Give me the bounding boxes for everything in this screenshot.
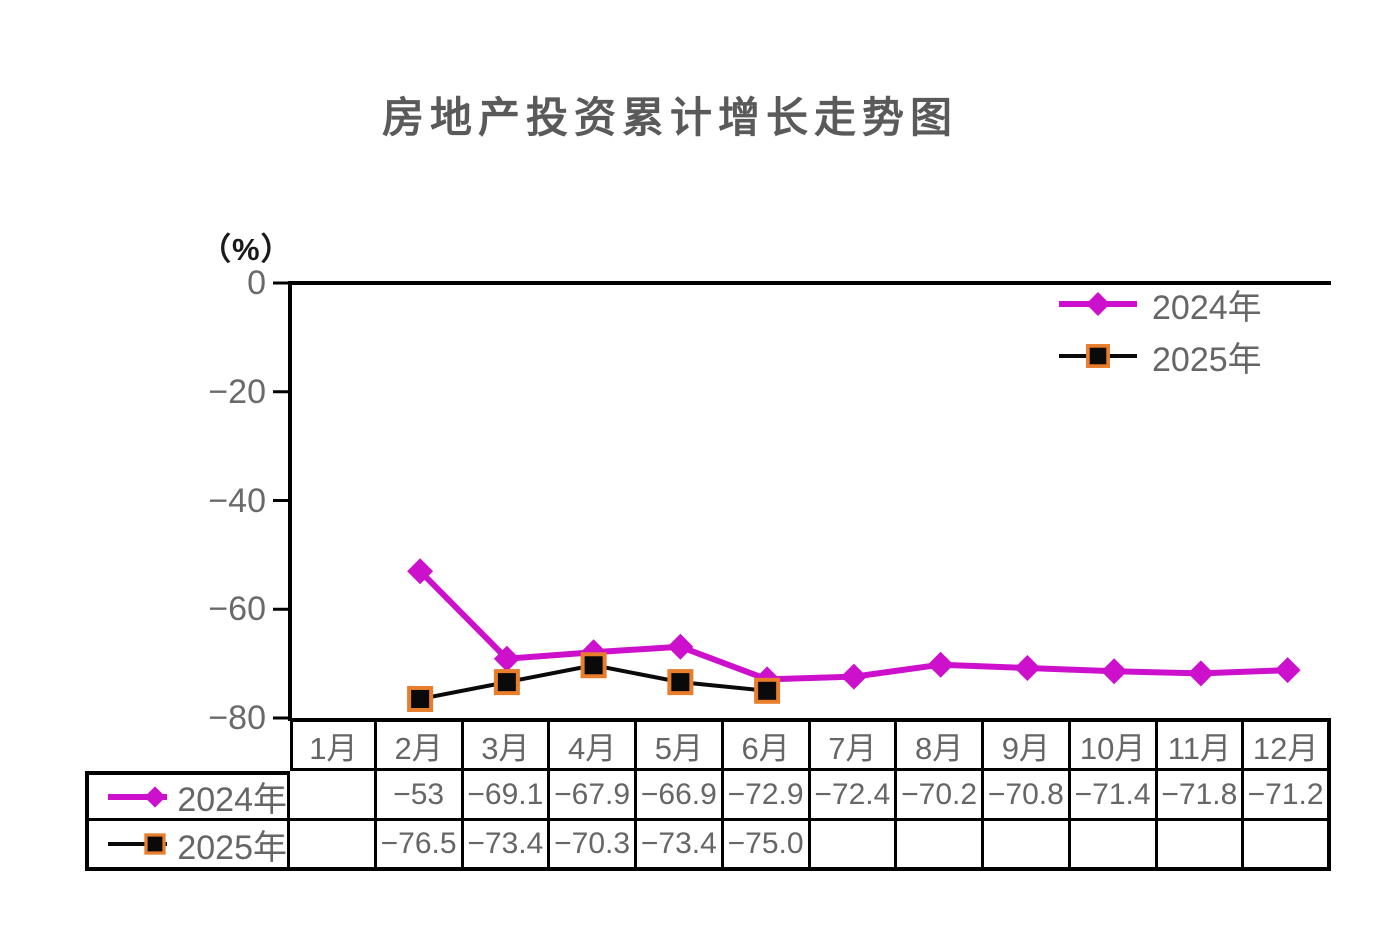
value-cell [1157,821,1245,871]
square-marker [144,833,166,855]
month-header-cell: 12月 [1244,718,1331,771]
value-cell: −69.1 [463,771,551,821]
value-cell [290,771,377,821]
diamond-marker [754,666,781,693]
series-line-2024年 [417,569,1288,683]
series-label-cell: 2024年 [85,771,290,821]
month-header-cell: 4月 [550,718,637,771]
value-cell: −71.4 [1070,771,1158,821]
series-name: 2025年 [177,828,287,867]
y-tick-label: 0 [247,264,266,302]
series-line-2025年 [419,663,768,701]
legend-key-2025年 [108,833,168,855]
square-marker [407,685,434,712]
value-cell: −73.4 [637,821,724,871]
square-marker [754,677,781,704]
value-cell: −66.9 [637,771,724,821]
legend-item-2024年: 2024年 [1056,278,1262,330]
table-corner-spacer [85,718,290,771]
month-header-cell: 6月 [723,718,811,771]
value-cell: −53 [376,771,464,821]
legend-key-2024年 [1059,292,1137,316]
diamond-marker [493,645,520,672]
value-cell [810,821,898,871]
legend-key-2024年 [108,785,168,808]
value-cell [1070,821,1158,871]
diamond-marker [1274,657,1301,684]
value-cell: −72.9 [723,771,811,821]
value-cell: −67.9 [550,771,637,821]
square-marker [493,669,520,696]
y-tick-label: −20 [208,372,266,411]
diamond-marker [1014,654,1041,681]
diamond-marker [580,639,607,666]
value-cell: −70.8 [984,771,1071,821]
diamond-marker [1187,660,1214,687]
diamond-marker [927,651,954,678]
value-cell: −75.0 [723,821,811,871]
month-header-cell: 10月 [1070,718,1158,771]
diamond-marker [1101,658,1128,685]
value-cell [290,821,377,871]
square-marker [580,652,607,679]
month-header-cell: 3月 [463,718,551,771]
y-tick-label: −40 [208,481,266,520]
legend-item-2025年: 2025年 [1056,330,1262,382]
value-cell: −71.2 [1244,771,1331,821]
month-header-cell: 7月 [810,718,898,771]
diamond-marker [1086,292,1110,316]
month-header-cell: 11月 [1157,718,1245,771]
month-header-cell: 1月 [290,718,377,771]
y-tick-label: −80 [208,699,266,737]
value-cell [1244,821,1331,871]
legend-label: 2024年 [1152,288,1262,327]
chart-data-table: 1月 2月 3月 4月 5月 6月 7月 8月 9月 10月 11月 12月 2024年 −53 −69.1… [85,718,1331,871]
series-name: 2024年 [177,781,287,819]
value-cell: −71.8 [1157,771,1245,821]
value-cell [897,821,984,871]
month-header-cell: 5月 [637,718,724,771]
y-tick-label: −60 [208,590,266,629]
legend-key-2025年 [1059,344,1137,368]
month-header-cell: 2月 [376,718,464,771]
month-header-cell: 9月 [984,718,1071,771]
series-label-cell: 2025年 [85,821,290,871]
value-cell: −76.5 [376,821,464,871]
value-cell [984,821,1071,871]
square-marker [1086,344,1110,368]
chart-title: 房地产投资累计增长走势图 [381,94,958,141]
diamond-marker [144,785,166,808]
diamond-marker [840,663,867,690]
value-cell: −73.4 [463,821,551,871]
value-cell: −70.2 [897,771,984,821]
value-cell: −72.4 [810,771,898,821]
legend-label: 2025年 [1152,340,1262,379]
y-axis-unit-label: （%） [200,232,293,267]
diamond-marker [407,558,434,585]
value-cell: −70.3 [550,821,637,871]
month-header-cell: 8月 [897,718,984,771]
chart-legend: 2024年 2025年 [1056,278,1262,382]
square-marker [667,669,694,696]
diamond-marker [667,633,694,660]
